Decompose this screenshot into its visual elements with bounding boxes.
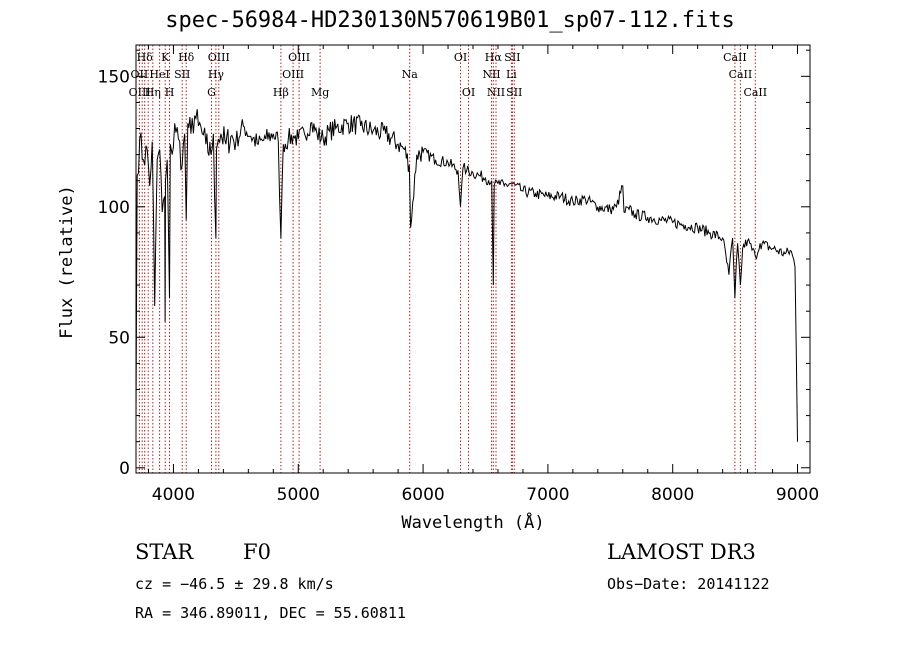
line-label: Hγ	[208, 68, 225, 81]
y-axis: 0 50 100 150	[98, 49, 810, 479]
line-label: Hβ	[273, 86, 289, 99]
line-label: OIII	[282, 68, 304, 81]
line-label: NII	[482, 68, 500, 81]
line-label: CaII	[723, 51, 747, 64]
line-label: Hδ	[178, 51, 195, 64]
chart-title: spec-56984-HD230130N570619B01_sp07-112.f…	[165, 8, 735, 33]
line-label: NII	[487, 86, 505, 99]
y-axis-label: Flux (relative)	[57, 185, 77, 339]
line-label: OIII	[208, 51, 230, 64]
line-label: Hη	[145, 86, 161, 99]
line-label: Mg	[311, 86, 329, 99]
line-label: Li	[506, 68, 517, 81]
coordinates: RA = 346.89011, DEC = 55.60811	[135, 604, 406, 622]
line-markers	[138, 45, 756, 473]
x-tick-label: 5000	[277, 485, 320, 505]
plot-frame	[135, 44, 811, 474]
line-label: OI	[454, 51, 467, 64]
line-label: Hα	[485, 51, 503, 64]
line-label: SII	[174, 68, 190, 81]
object-class: STAR	[135, 540, 194, 564]
x-tick-label: 9000	[776, 485, 819, 505]
line-label: SII	[504, 51, 520, 64]
x-tick-label: 8000	[651, 485, 694, 505]
x-axis-label: Wavelength (Å)	[401, 511, 544, 533]
line-label: H	[165, 86, 175, 99]
line-label: Na	[402, 68, 419, 81]
line-label: CaII	[743, 86, 767, 99]
line-label: OIII	[129, 86, 151, 99]
line-label: HeI	[149, 68, 169, 81]
x-tick-label: 6000	[401, 485, 444, 505]
line-label: CaII	[729, 68, 753, 81]
line-label: SII	[506, 86, 522, 99]
y-tick-label: 100	[98, 198, 130, 218]
y-tick-label: 150	[98, 67, 130, 87]
line-label: OIII	[288, 51, 310, 64]
line-label: OII	[131, 68, 149, 81]
y-tick-label: 50	[108, 328, 130, 348]
x-tick-label: 7000	[526, 485, 569, 505]
redshift-cz: cz = −46.5 ± 29.8 km/s	[135, 575, 334, 593]
line-label: OI	[462, 86, 475, 99]
x-tick-label: 4000	[152, 485, 195, 505]
survey-name: LAMOST DR3	[607, 540, 756, 564]
obs-date: Obs−Date: 20141122	[607, 575, 770, 593]
spectral-subclass: F0	[243, 540, 271, 564]
y-tick-label: 0	[119, 459, 130, 479]
line-label: G	[207, 86, 216, 99]
line-label: K	[161, 51, 170, 64]
spectrum-line	[135, 109, 798, 442]
line-label: Hδ	[137, 51, 154, 64]
x-axis: 4000 5000 6000 7000 8000 9000	[147, 45, 819, 505]
